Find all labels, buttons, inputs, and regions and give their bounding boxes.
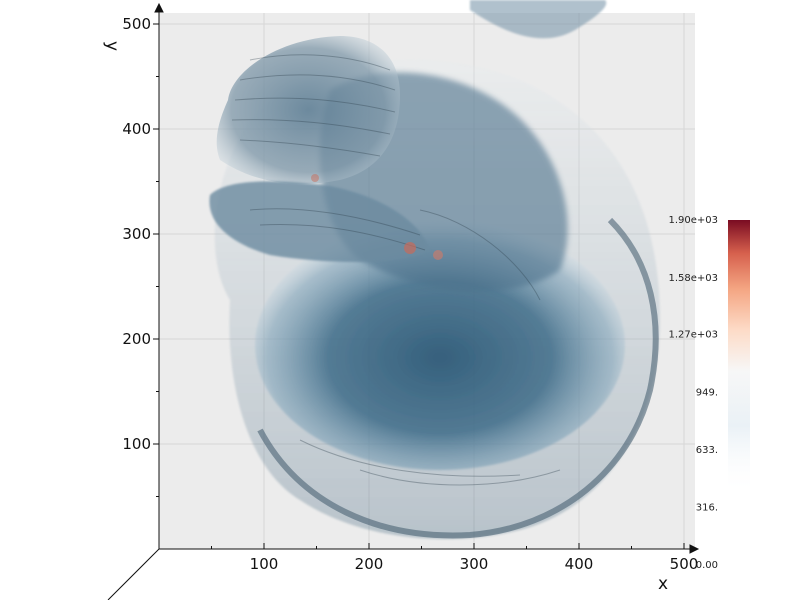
axes	[107, 2, 700, 600]
texture-lines	[231, 54, 561, 486]
y-axis-label: y	[102, 41, 122, 51]
y-tick-label: 100	[122, 435, 151, 453]
y-tick-label: 200	[122, 330, 151, 348]
x-axis-arrow	[689, 544, 700, 554]
x-tick-label: 500	[670, 555, 699, 573]
y-minor-ticks	[156, 76, 159, 497]
colorbar-label: 633.	[696, 445, 718, 456]
y-tick-label: 400	[122, 120, 151, 138]
jaw-region	[209, 181, 430, 262]
x-tick-label: 100	[250, 555, 279, 573]
x-tick-label: 200	[355, 555, 384, 573]
head-region	[216, 36, 400, 184]
y-ticks: 100 200 300 400 500	[122, 15, 159, 453]
colorbar-label: 1.58e+03	[668, 273, 718, 284]
volume-rendering	[209, 0, 661, 540]
colorbar	[728, 220, 750, 495]
skull-rim	[257, 217, 659, 539]
colorbar-labels: 1.90e+03 1.58e+03 1.27e+03 949. 633. 316. 0.00	[668, 215, 718, 571]
x-axis-label: x	[658, 574, 668, 594]
colorbar-label: 0.00	[696, 560, 718, 571]
colorbar-label: 1.90e+03	[668, 215, 718, 226]
y-tick-label: 300	[122, 225, 151, 243]
y-axis-arrow	[154, 2, 164, 13]
x-tick-label: 300	[460, 555, 489, 573]
z-axis-line	[107, 548, 160, 600]
colorbar-label: 316.	[696, 503, 718, 514]
colorbar-label: 949.	[696, 388, 718, 399]
colorbar-label: 1.27e+03	[668, 329, 718, 340]
hotspot	[404, 242, 416, 254]
x-tick-label: 400	[565, 555, 594, 573]
hotspot	[311, 174, 319, 182]
top-structure	[470, 0, 607, 39]
y-tick-label: 500	[122, 15, 151, 33]
x-minor-ticks	[211, 546, 632, 549]
hotspot	[433, 250, 443, 260]
x-ticks: 100 200 300 400 500	[250, 543, 699, 573]
